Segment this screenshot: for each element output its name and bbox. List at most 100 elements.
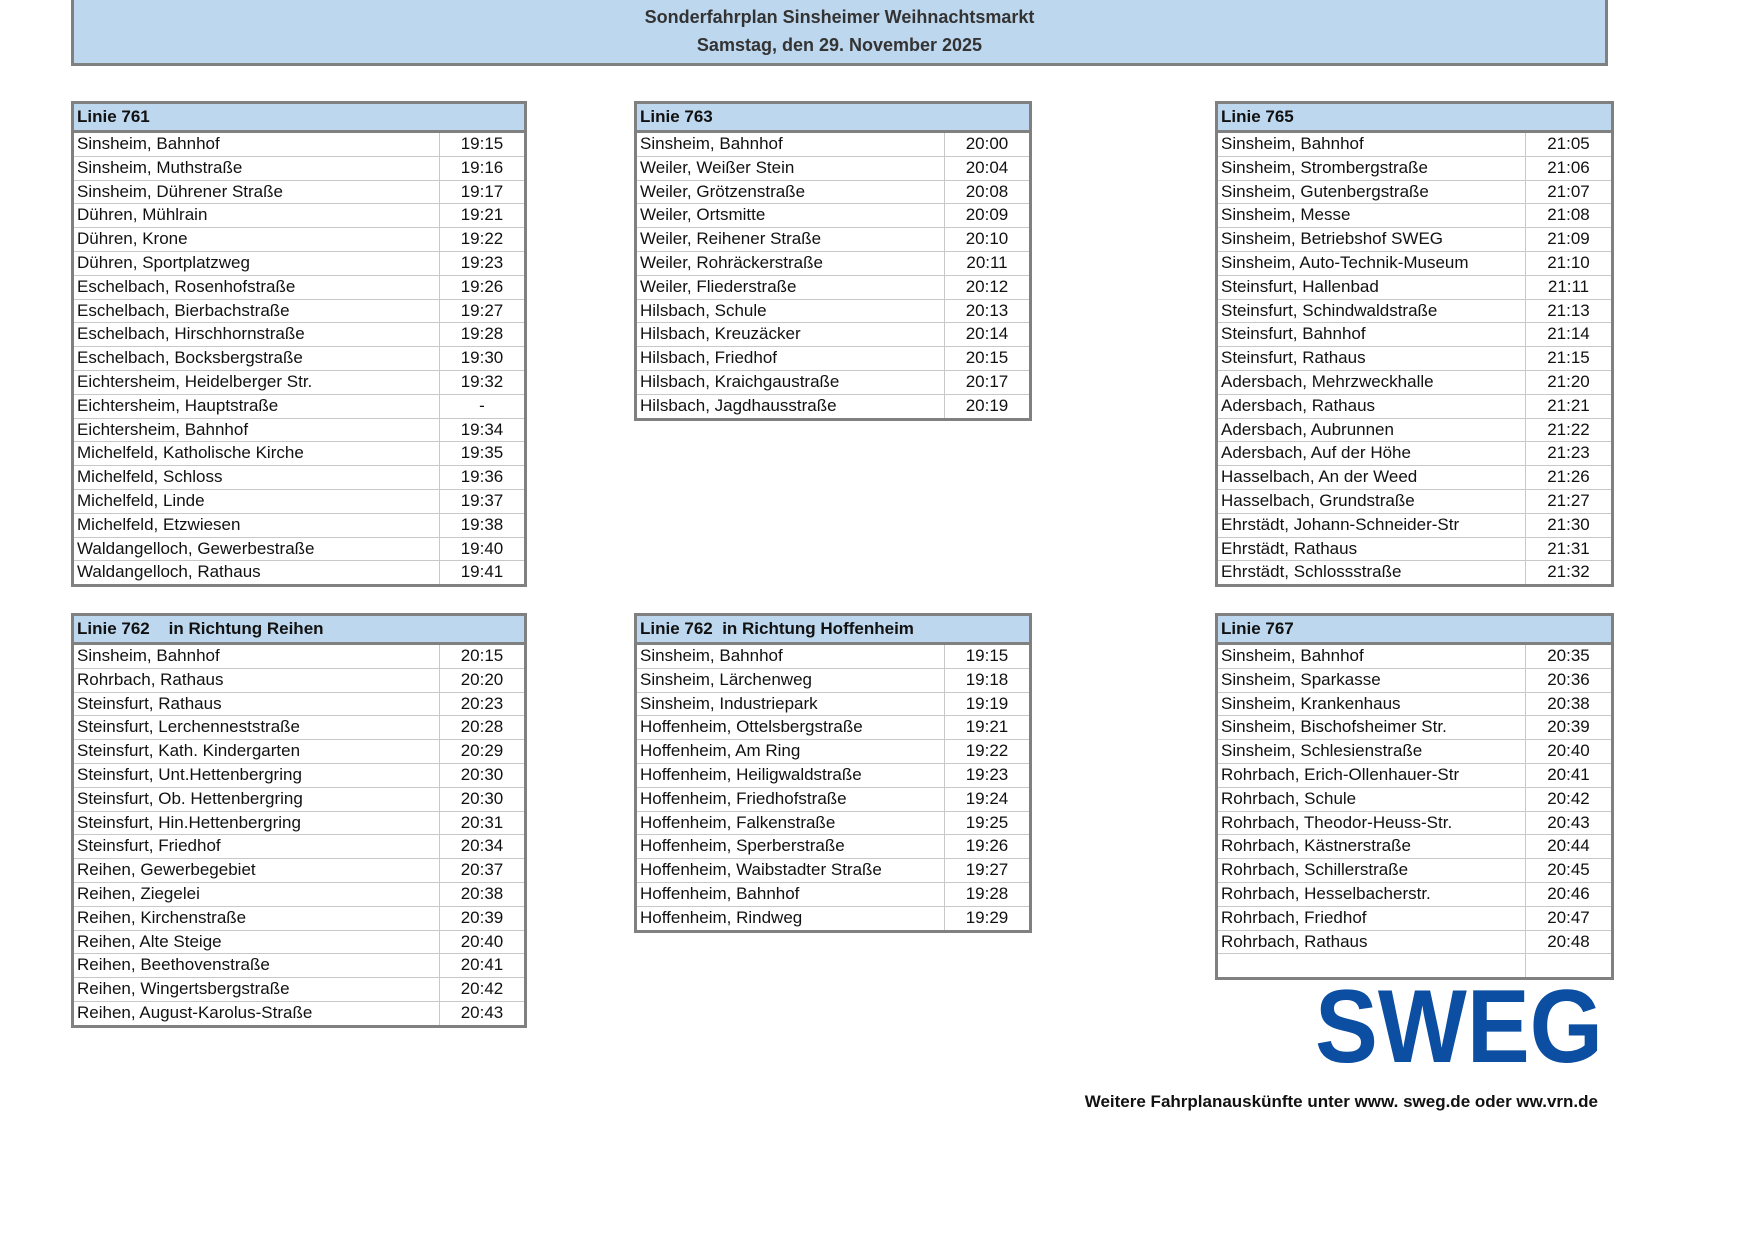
table-row: Michelfeld, Linde 19:37 bbox=[74, 489, 524, 514]
departure-time bbox=[1526, 954, 1611, 977]
table-row: Rohrbach, Rathaus 20:20 bbox=[74, 668, 524, 693]
stop-name: Michelfeld, Katholische Kirche bbox=[74, 442, 440, 466]
departure-time: 19:27 bbox=[965, 860, 1009, 880]
departure-time: 20:15 bbox=[965, 348, 1009, 368]
stop-name: Eschelbach, Hirschhornstraße bbox=[74, 323, 440, 347]
departure-time: 21:10 bbox=[1547, 252, 1590, 272]
stop-name: Hoffenheim, Rindweg bbox=[637, 906, 945, 930]
footer-info: Weitere Fahrplanauskünfte unter www. swe… bbox=[1084, 1092, 1598, 1111]
stop-name: Sinsheim, Gutenbergstraße bbox=[1218, 180, 1526, 204]
departure-time: 20:15 bbox=[460, 646, 504, 665]
table-row: Steinsfurt, Lerchenneststraße 20:28 bbox=[74, 716, 524, 741]
stop-name: Hilsbach, Kreuzäcker bbox=[637, 323, 945, 347]
departure-time: 20:42 bbox=[460, 979, 504, 999]
stop-name: Weiler, Fliederstraße bbox=[637, 275, 945, 299]
table-row bbox=[1218, 954, 1611, 978]
departure-time: 21:08 bbox=[1547, 205, 1590, 225]
stop-name: Rohrbach, Erich-Ollenhauer-Str bbox=[1218, 763, 1526, 787]
timetable: Linie 762 in Richtung Hoffenheim Sinsheim… bbox=[634, 613, 1032, 933]
table-row: Ehrstädt, Rathaus 21:31 bbox=[1218, 537, 1611, 562]
stop-name: Reihen, Alte Steige bbox=[74, 930, 440, 954]
table-row: Michelfeld, Schloss 19:36 bbox=[74, 466, 524, 490]
stop-name: Hoffenheim, Friedhofstraße bbox=[637, 787, 945, 811]
departure-time: 19:30 bbox=[460, 348, 504, 368]
departure-time: 20:41 bbox=[460, 955, 504, 975]
table-row: Hoffenheim, Waibstadter Straße 19:27 bbox=[637, 859, 1029, 883]
table-row: Hoffenheim, Friedhofstraße 19:24 bbox=[637, 787, 1029, 812]
timetable: Linie 767 Sinsheim, Bahnhof 20:35 Sinsheim,… bbox=[1215, 613, 1614, 981]
stop-name: Adersbach, Rathaus bbox=[1218, 394, 1526, 418]
departure-time: 19:37 bbox=[460, 490, 504, 510]
departure-time: 19:25 bbox=[965, 812, 1009, 832]
departure-time: 20:09 bbox=[965, 205, 1009, 225]
title-line-1: Sonderfahrplan Sinsheimer Weihnachtsmark… bbox=[644, 7, 1035, 27]
stop-name: Reihen, Wingertsbergstraße bbox=[74, 978, 440, 1001]
stop-name: Rohrbach, Friedhof bbox=[1218, 906, 1526, 930]
table-row: Sinsheim, Dührener Straße 19:17 bbox=[74, 180, 524, 205]
table-row: Sinsheim, Auto-Technik-Museum 21:10 bbox=[1218, 251, 1611, 276]
table-row: Steinsfurt, Rathaus 20:23 bbox=[74, 692, 524, 717]
departure-time: 19:23 bbox=[965, 764, 1009, 784]
stop-name: Sinsheim, Bahnhof bbox=[637, 133, 945, 156]
departure-time: 21:31 bbox=[1547, 538, 1590, 558]
sweg-logo: SWEG bbox=[1315, 984, 1603, 1066]
departure-time: 19:21 bbox=[460, 205, 504, 225]
departure-time: 21:23 bbox=[1547, 443, 1590, 463]
table-row: Rohrbach, Friedhof 20:47 bbox=[1218, 906, 1611, 931]
table-row: Ehrstädt, Schlossstraße 21:32 bbox=[1218, 561, 1611, 585]
table-row: Hoffenheim, Heiligwaldstraße 19:23 bbox=[637, 763, 1029, 788]
table-row: Reihen, Alte Steige 20:40 bbox=[74, 930, 524, 955]
stop-name: Hasselbach, Grundstraße bbox=[1218, 489, 1526, 513]
stop-name: Steinsfurt, Ob. Hettenbergring bbox=[74, 787, 440, 811]
departure-time: 19:15 bbox=[460, 134, 504, 153]
departure-time: 21:26 bbox=[1547, 467, 1590, 487]
table-row: Hoffenheim, Ottelsbergstraße 19:21 bbox=[637, 716, 1029, 741]
departure-time: 20:30 bbox=[460, 788, 504, 808]
departure-time: 21:22 bbox=[1547, 419, 1590, 439]
departure-time: 20:29 bbox=[460, 741, 504, 761]
table-row: Weiler, Ortsmitte 20:09 bbox=[637, 204, 1029, 229]
timetable: Linie 762 in Richtung Reihen Sinsheim, Ba… bbox=[71, 613, 527, 1028]
departure-time: 20:12 bbox=[965, 276, 1009, 296]
stop-name: Waldangelloch, Rathaus bbox=[74, 561, 440, 585]
departure-time: 19:36 bbox=[460, 467, 504, 487]
table-row: Weiler, Fliederstraße 20:12 bbox=[637, 275, 1029, 300]
departure-time: 21:20 bbox=[1547, 371, 1590, 391]
stop-name: Hoffenheim, Bahnhof bbox=[637, 882, 945, 906]
stop-name: Rohrbach, Schillerstraße bbox=[1218, 859, 1526, 882]
departure-time: 20:20 bbox=[460, 669, 504, 689]
table-row: Sinsheim, Bahnhof 21:05 bbox=[1218, 133, 1611, 157]
stop-name: Rohrbach, Rathaus bbox=[1218, 930, 1526, 954]
departure-time: 20:35 bbox=[1547, 646, 1590, 665]
departure-time: 19:17 bbox=[460, 181, 504, 201]
table-row: Eschelbach, Bocksbergstraße 19:30 bbox=[74, 347, 524, 371]
departure-time: 19:22 bbox=[965, 741, 1009, 761]
table-row: Rohrbach, Schillerstraße 20:45 bbox=[1218, 859, 1611, 883]
departure-time: 19:32 bbox=[460, 371, 504, 391]
stop-name: Eichtersheim, Hauptstraße bbox=[74, 394, 440, 418]
stop-name: Sinsheim, Bahnhof bbox=[74, 133, 440, 156]
table-row: Dühren, Sportplatzweg 19:23 bbox=[74, 251, 524, 276]
table-row: Eschelbach, Hirschhornstraße 19:28 bbox=[74, 323, 524, 348]
table-row: Reihen, August-Karolus-Straße 20:43 bbox=[74, 1001, 524, 1025]
stop-name: Steinsfurt, Kath. Kindergarten bbox=[74, 740, 440, 763]
departure-time: 19:15 bbox=[965, 646, 1009, 665]
departure-time: 19:22 bbox=[460, 229, 504, 249]
timetable: Linie 765 Sinsheim, Bahnhof 21:05 Sinsheim,… bbox=[1215, 101, 1614, 588]
table-row: Sinsheim, Bahnhof 20:15 bbox=[74, 645, 524, 669]
departure-time: 19:27 bbox=[460, 300, 504, 320]
table-row: Reihen, Wingertsbergstraße 20:42 bbox=[74, 978, 524, 1002]
departure-time: 21:07 bbox=[1547, 181, 1590, 201]
departure-time: 20:19 bbox=[965, 395, 1009, 415]
departure-time: 20:46 bbox=[1547, 883, 1590, 903]
table-row: Reihen, Beethovenstraße 20:41 bbox=[74, 954, 524, 979]
stop-name: Reihen, Beethovenstraße bbox=[74, 954, 440, 978]
table-row: Hilsbach, Schule 20:13 bbox=[637, 299, 1029, 324]
departure-time: 20:31 bbox=[460, 812, 504, 832]
table-row: Hoffenheim, Sperberstraße 19:26 bbox=[637, 835, 1029, 860]
stop-name: Adersbach, Auf der Höhe bbox=[1218, 442, 1526, 466]
timetable-header: Linie 762 in Richtung Hoffenheim bbox=[637, 616, 1029, 645]
stop-name: Rohrbach, Theodor-Heuss-Str. bbox=[1218, 811, 1526, 835]
departure-time: 20:47 bbox=[1547, 907, 1590, 927]
departure-time: 21:30 bbox=[1547, 514, 1590, 534]
